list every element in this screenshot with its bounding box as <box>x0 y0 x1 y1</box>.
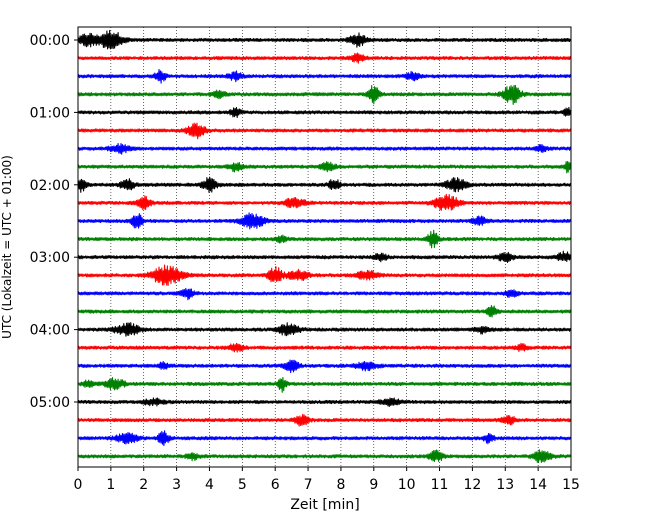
x-tick-label: 13 <box>496 477 514 493</box>
trace-line <box>77 52 572 64</box>
x-tick-label: 14 <box>529 477 547 493</box>
trace-line <box>77 84 572 105</box>
trace-line <box>77 29 572 50</box>
x-axis-label: Zeit [min] <box>290 497 359 513</box>
x-tick-label: 12 <box>463 477 481 493</box>
y-tick-label: 00:00 <box>30 33 70 49</box>
x-tick-label: 9 <box>369 477 378 493</box>
x-tick-label: 7 <box>304 477 313 493</box>
x-tick-label: 15 <box>562 477 580 493</box>
trace-line <box>77 143 572 155</box>
x-tick-label: 8 <box>336 477 345 493</box>
trace-line <box>77 287 572 301</box>
trace-line <box>77 106 572 119</box>
trace-line <box>77 122 572 140</box>
x-tick-label: 5 <box>238 477 247 493</box>
x-tick-label: 4 <box>205 477 214 493</box>
trace-line <box>77 430 572 447</box>
x-tick-label: 1 <box>106 477 115 493</box>
x-tick-label: 10 <box>398 477 416 493</box>
trace-line <box>77 161 572 174</box>
y-tick-label: 03:00 <box>30 250 70 266</box>
x-tick-label: 3 <box>172 477 181 493</box>
y-tick-label: 01:00 <box>30 105 70 121</box>
vertical-grid-lines <box>110 27 539 467</box>
trace-line <box>77 413 572 427</box>
trace-line <box>77 376 572 393</box>
trace-line <box>77 68 572 84</box>
trace-line <box>77 176 572 193</box>
plot-area-frame <box>77 26 572 468</box>
y-axis-ticks: 00:00 01:00 02:00 03:00 04:00 05:00 <box>30 33 78 411</box>
trace-line <box>77 342 572 353</box>
x-tick-label: 0 <box>74 477 83 493</box>
x-axis-ticks: 0 1 2 3 4 5 6 7 8 9 10 11 12 13 14 15 <box>74 467 580 493</box>
trace-line <box>77 229 572 249</box>
trace-line <box>77 212 572 230</box>
trace-line <box>77 250 572 264</box>
trace-line <box>77 193 572 211</box>
y-tick-label: 05:00 <box>30 395 70 411</box>
trace-lines <box>77 29 572 463</box>
x-tick-label: 6 <box>271 477 280 493</box>
trace-line <box>77 397 572 408</box>
x-tick-label: 2 <box>139 477 148 493</box>
x-tick-label: 11 <box>431 477 449 493</box>
y-axis-label: UTC (Lokalzeit = UTC + 01:00) <box>0 155 14 339</box>
trace-line <box>77 322 572 337</box>
y-tick-label: 04:00 <box>30 323 70 339</box>
trace-line <box>77 305 572 318</box>
trace-line <box>77 264 572 287</box>
trace-line <box>77 449 572 463</box>
y-tick-label: 02:00 <box>30 178 70 194</box>
trace-line <box>77 359 572 374</box>
